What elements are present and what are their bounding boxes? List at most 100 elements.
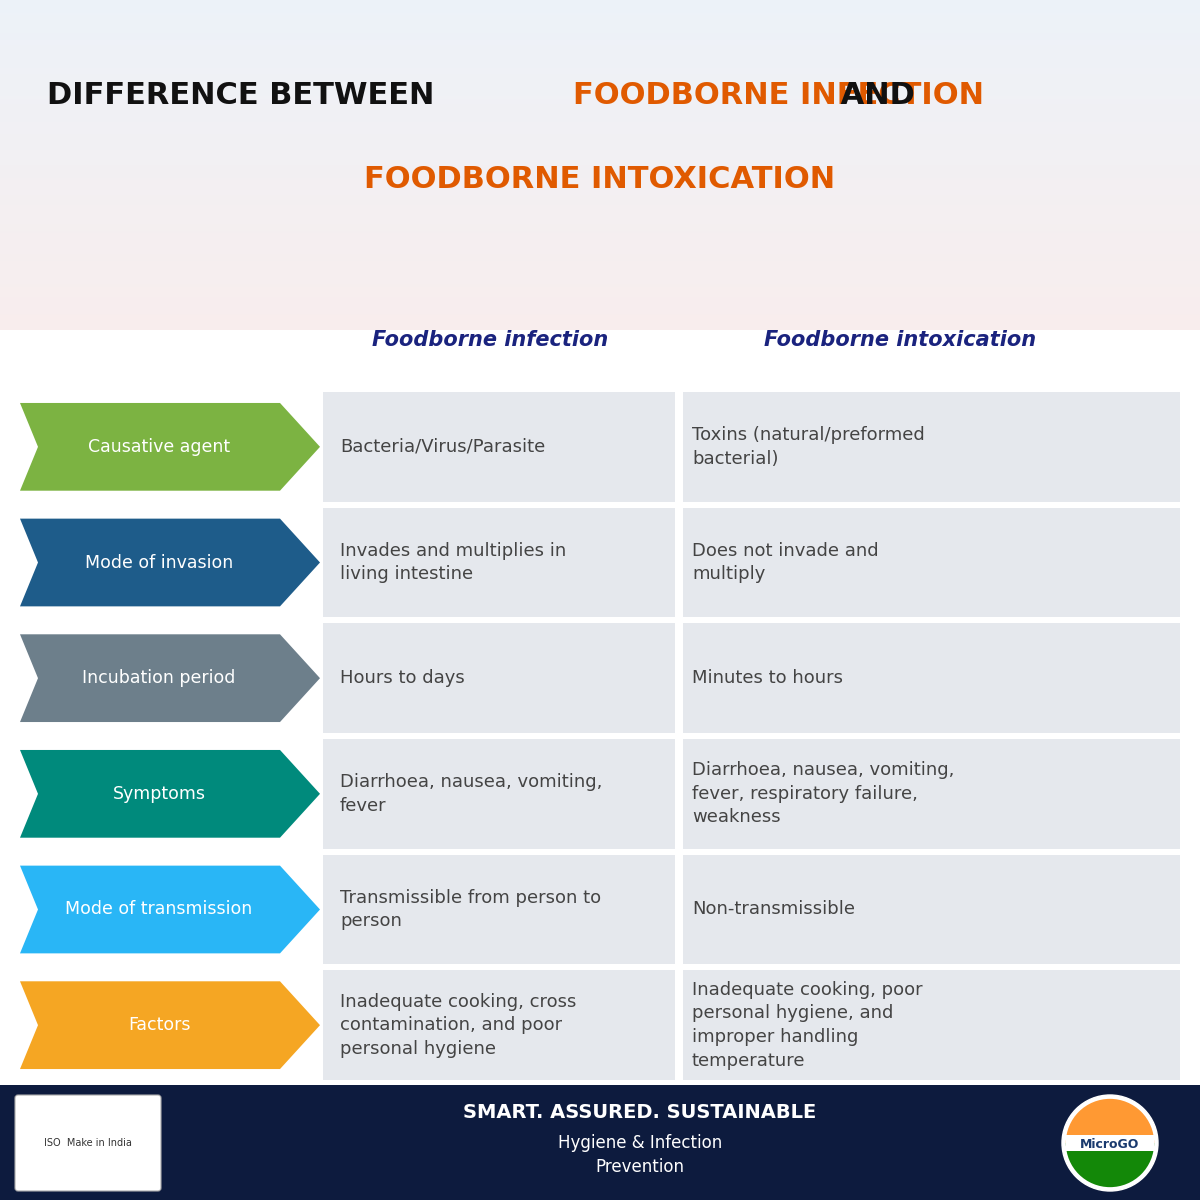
Text: Mode of invasion: Mode of invasion xyxy=(85,553,233,571)
Text: Invades and multiplies in
living intestine: Invades and multiplies in living intesti… xyxy=(340,541,566,583)
Bar xyxy=(0,316,1200,317)
Bar xyxy=(0,98,1200,101)
Text: Non-transmissible: Non-transmissible xyxy=(692,900,854,918)
Bar xyxy=(0,84,1200,85)
Polygon shape xyxy=(20,635,320,722)
Bar xyxy=(674,508,683,617)
Bar xyxy=(0,190,1200,191)
Bar xyxy=(0,180,1200,181)
Bar xyxy=(0,133,1200,136)
Text: Mode of transmission: Mode of transmission xyxy=(65,900,253,918)
Bar xyxy=(0,247,1200,250)
Bar xyxy=(0,263,1200,264)
Bar xyxy=(0,181,1200,184)
Bar xyxy=(0,94,1200,96)
Bar xyxy=(0,208,1200,210)
Bar xyxy=(0,48,1200,49)
Bar xyxy=(0,137,1200,138)
Bar xyxy=(0,220,1200,221)
Bar xyxy=(0,191,1200,193)
Bar xyxy=(0,323,1200,325)
Bar xyxy=(0,114,1200,115)
Bar xyxy=(0,226,1200,228)
Text: Does not invade and
multiply: Does not invade and multiply xyxy=(692,541,878,583)
Bar xyxy=(0,185,1200,186)
Bar xyxy=(0,216,1200,217)
Bar xyxy=(0,125,1200,127)
Bar xyxy=(0,202,1200,203)
Bar xyxy=(0,246,1200,247)
Bar xyxy=(0,326,1200,329)
Bar xyxy=(674,971,683,1080)
Bar xyxy=(0,102,1200,104)
Bar xyxy=(0,14,1200,17)
Bar xyxy=(0,251,1200,252)
Bar xyxy=(0,287,1200,289)
Bar xyxy=(0,155,1200,157)
Bar xyxy=(0,274,1200,276)
Bar xyxy=(0,210,1200,211)
Bar xyxy=(0,204,1200,206)
Bar xyxy=(0,12,1200,13)
Bar xyxy=(0,35,1200,36)
Bar xyxy=(0,259,1200,260)
Bar xyxy=(0,5,1200,6)
Bar xyxy=(0,62,1200,65)
Bar xyxy=(0,110,1200,113)
Text: Diarrhoea, nausea, vomiting,
fever: Diarrhoea, nausea, vomiting, fever xyxy=(340,773,602,815)
Bar xyxy=(0,310,1200,312)
Bar xyxy=(0,154,1200,155)
Text: Factors: Factors xyxy=(127,1016,191,1034)
Bar xyxy=(0,122,1200,124)
Bar xyxy=(0,58,1200,59)
Polygon shape xyxy=(20,865,320,953)
Bar xyxy=(0,317,1200,318)
Bar xyxy=(0,212,1200,215)
Bar xyxy=(0,1085,1200,1200)
Text: Diarrhoea, nausea, vomiting,
fever, respiratory failure,
weakness: Diarrhoea, nausea, vomiting, fever, resp… xyxy=(692,761,954,827)
Bar xyxy=(0,104,1200,106)
Bar xyxy=(0,268,1200,269)
Bar xyxy=(0,329,1200,330)
Bar xyxy=(0,164,1200,167)
Bar xyxy=(0,17,1200,18)
Bar xyxy=(0,289,1200,290)
Bar xyxy=(0,127,1200,128)
Bar xyxy=(0,54,1200,56)
Text: Foodborne infection: Foodborne infection xyxy=(372,330,608,350)
Bar xyxy=(0,52,1200,53)
Bar xyxy=(0,1,1200,4)
Bar xyxy=(0,295,1200,296)
Bar xyxy=(0,167,1200,168)
Bar xyxy=(0,72,1200,74)
Bar xyxy=(0,97,1200,98)
Bar xyxy=(0,22,1200,23)
Bar xyxy=(0,13,1200,14)
Bar xyxy=(0,250,1200,251)
FancyBboxPatch shape xyxy=(14,1094,161,1190)
Bar xyxy=(0,296,1200,299)
Bar xyxy=(0,124,1200,126)
Bar xyxy=(0,254,1200,256)
Bar xyxy=(0,276,1200,277)
Bar xyxy=(0,228,1200,229)
Bar xyxy=(0,79,1200,80)
Bar xyxy=(0,256,1200,257)
Bar xyxy=(0,144,1200,145)
Text: DIFFERENCE BETWEEN: DIFFERENCE BETWEEN xyxy=(47,80,445,109)
Bar xyxy=(0,300,1200,302)
Bar xyxy=(0,132,1200,133)
Bar xyxy=(0,150,1200,151)
Bar xyxy=(0,290,1200,292)
Bar xyxy=(0,59,1200,61)
Bar xyxy=(0,65,1200,66)
Bar xyxy=(0,230,1200,233)
Bar xyxy=(0,269,1200,270)
Polygon shape xyxy=(20,518,320,606)
Bar xyxy=(0,115,1200,118)
Bar xyxy=(0,197,1200,198)
Bar xyxy=(0,88,1200,89)
Bar xyxy=(0,203,1200,204)
Bar xyxy=(0,308,1200,310)
Text: SMART. ASSURED. SUSTAINABLE: SMART. ASSURED. SUSTAINABLE xyxy=(463,1103,817,1122)
